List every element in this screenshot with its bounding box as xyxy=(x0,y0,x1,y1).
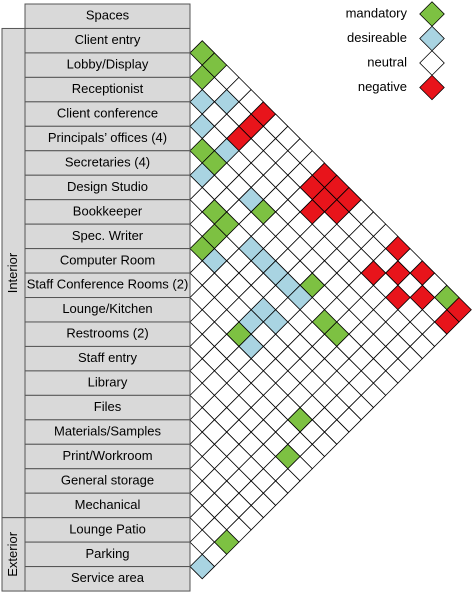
row-cell xyxy=(24,27,191,54)
row-cell xyxy=(24,199,191,225)
row-cell xyxy=(24,492,191,519)
group-cell xyxy=(1,517,26,592)
row-label: Lounge/Kitchen xyxy=(62,301,152,316)
header-label: Spaces xyxy=(86,8,130,23)
row-label: Materials/Samples xyxy=(54,423,161,438)
matrix xyxy=(189,40,472,580)
row-label: Secretaries (4) xyxy=(65,154,150,169)
row-cell xyxy=(24,566,191,592)
relation-diamond xyxy=(189,553,216,580)
row-label: Spec. Writer xyxy=(72,228,144,243)
row-label: Design Studio xyxy=(67,179,148,194)
row-label: Staff entry xyxy=(78,350,138,365)
row-label: Receptionist xyxy=(72,81,144,96)
group-label: Exterior xyxy=(5,531,20,576)
row-label: Lounge Patio xyxy=(69,521,146,536)
legend-swatch xyxy=(419,50,445,76)
row-cell xyxy=(24,394,191,421)
row-cell xyxy=(24,223,191,250)
legend-swatch xyxy=(419,74,445,101)
legend-label: mandatory xyxy=(346,5,408,20)
row-cell xyxy=(24,468,191,494)
legend-label: desireable xyxy=(347,30,407,45)
legend-swatch xyxy=(419,25,445,52)
row-label: Client conference xyxy=(57,106,158,121)
legend-label: negative xyxy=(358,79,407,94)
legend-label: neutral xyxy=(367,54,407,69)
row-label: Parking xyxy=(85,546,129,561)
row-label: Service area xyxy=(71,570,145,585)
row-cell xyxy=(24,297,191,323)
row-label: Print/Workroom xyxy=(62,448,152,463)
row-cell xyxy=(24,52,191,78)
row-label: Files xyxy=(94,399,122,414)
row-label: Mechanical xyxy=(75,497,141,512)
row-label: Principals’ offices (4) xyxy=(48,130,167,145)
row-label: General storage xyxy=(61,472,154,487)
row-label: Library xyxy=(88,375,128,390)
row-label: Computer Room xyxy=(60,252,155,267)
row-cell xyxy=(24,541,191,568)
legend-swatch xyxy=(419,1,445,27)
group-label: Interior xyxy=(5,252,20,293)
row-cell xyxy=(24,443,191,470)
row-label: Staff Conference Rooms (2) xyxy=(27,277,189,292)
row-cell xyxy=(24,272,191,299)
row-cell xyxy=(24,174,191,201)
row-label: Client entry xyxy=(75,32,141,47)
row-cell xyxy=(24,517,191,543)
header-cell xyxy=(24,3,191,29)
row-cell xyxy=(24,419,191,445)
row-label: Bookkeeper xyxy=(73,203,143,218)
row-label: Lobby/Display xyxy=(67,57,149,72)
row-label: Restrooms (2) xyxy=(66,326,148,341)
row-cell xyxy=(24,125,191,152)
row-cell xyxy=(24,150,191,176)
row-cell xyxy=(24,101,191,127)
